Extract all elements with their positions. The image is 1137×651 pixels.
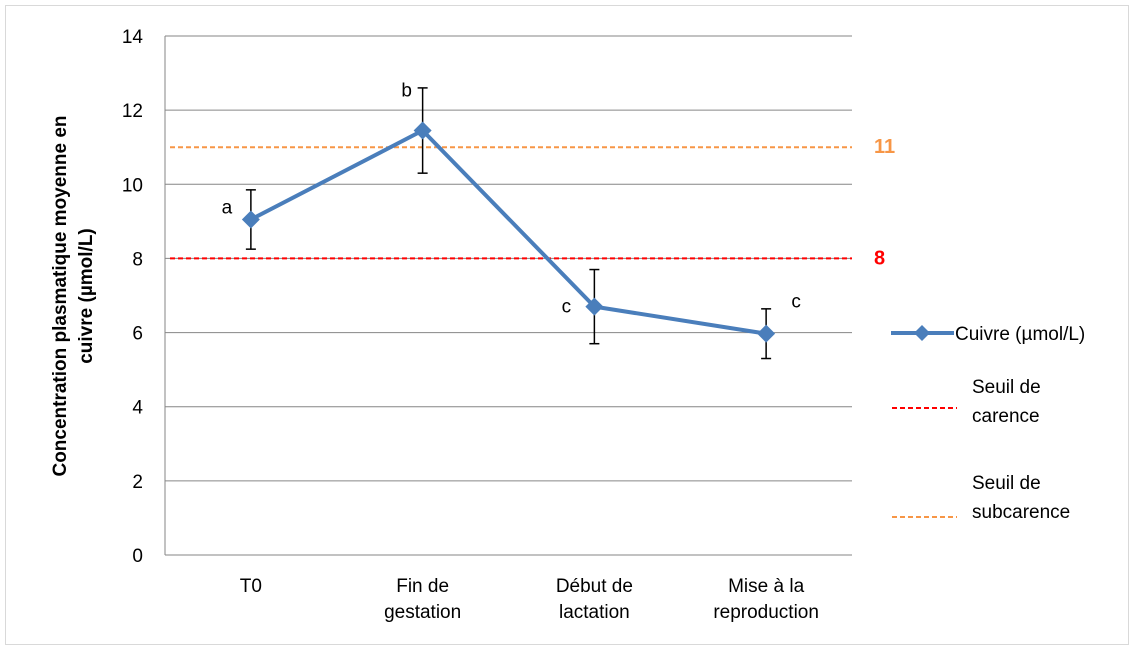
y-axis-title: Concentration plasmatique moyenne en cuiv… bbox=[50, 115, 97, 476]
error-bars bbox=[245, 87, 772, 360]
legend-threshold-label: subcarence bbox=[972, 502, 1070, 523]
y-axis-title-line: Concentration plasmatique moyenne en bbox=[50, 115, 71, 476]
x-tick-label: gestation bbox=[384, 602, 461, 623]
y-tick-label: 8 bbox=[132, 249, 143, 270]
y-tick-label: 4 bbox=[132, 398, 143, 419]
x-tick-label: Fin de bbox=[396, 576, 449, 597]
legend-threshold-label: Seuil de bbox=[972, 377, 1041, 398]
point-letter-label: c bbox=[562, 297, 572, 318]
series-line bbox=[241, 121, 776, 343]
point-letter-label: a bbox=[222, 198, 233, 219]
y-tick-label: 2 bbox=[132, 472, 143, 493]
point-letter-label: b bbox=[401, 81, 412, 102]
y-tick-label: 6 bbox=[132, 324, 143, 345]
x-tick-label: T0 bbox=[240, 576, 262, 597]
data-point-marker bbox=[241, 210, 260, 229]
legend-series-marker bbox=[914, 325, 930, 341]
threshold-value-label: 11 bbox=[874, 136, 895, 158]
y-axis-title-line: cuivre (µmol/L) bbox=[76, 228, 97, 364]
y-tick-label: 12 bbox=[122, 101, 143, 122]
legend-threshold-label: Seuil de bbox=[972, 473, 1041, 494]
chart-frame bbox=[5, 5, 1129, 645]
point-letter-label: c bbox=[791, 292, 801, 313]
y-tick-label: 0 bbox=[132, 546, 143, 567]
gridlines bbox=[164, 35, 852, 556]
x-tick-label: reproduction bbox=[713, 602, 819, 623]
data-point-marker bbox=[413, 121, 432, 140]
x-axis-ticks: T0 Fin de gestation Début de lactation Mise à… bbox=[240, 576, 819, 623]
data-point-marker bbox=[585, 297, 604, 316]
x-tick-label: lactation bbox=[559, 602, 630, 623]
x-tick-label: Début de bbox=[556, 576, 633, 597]
legend-threshold-label: carence bbox=[972, 406, 1040, 427]
y-axis-ticks: 0 2 4 6 8 10 12 14 bbox=[122, 27, 144, 567]
reference-lines: 8 11 bbox=[170, 136, 895, 269]
legend: Cuivre (µmol/L) Seuil de carence Seuil de su… bbox=[891, 324, 1085, 523]
significance-labels: a b c c bbox=[222, 81, 801, 318]
series-path bbox=[249, 128, 767, 336]
data-point-marker bbox=[757, 324, 776, 343]
legend-series-label: Cuivre (µmol/L) bbox=[955, 324, 1085, 345]
y-tick-label: 14 bbox=[122, 27, 144, 48]
x-tick-label: Mise à la bbox=[728, 576, 804, 597]
threshold-value-label: 8 bbox=[874, 247, 885, 269]
y-tick-label: 10 bbox=[122, 175, 143, 196]
